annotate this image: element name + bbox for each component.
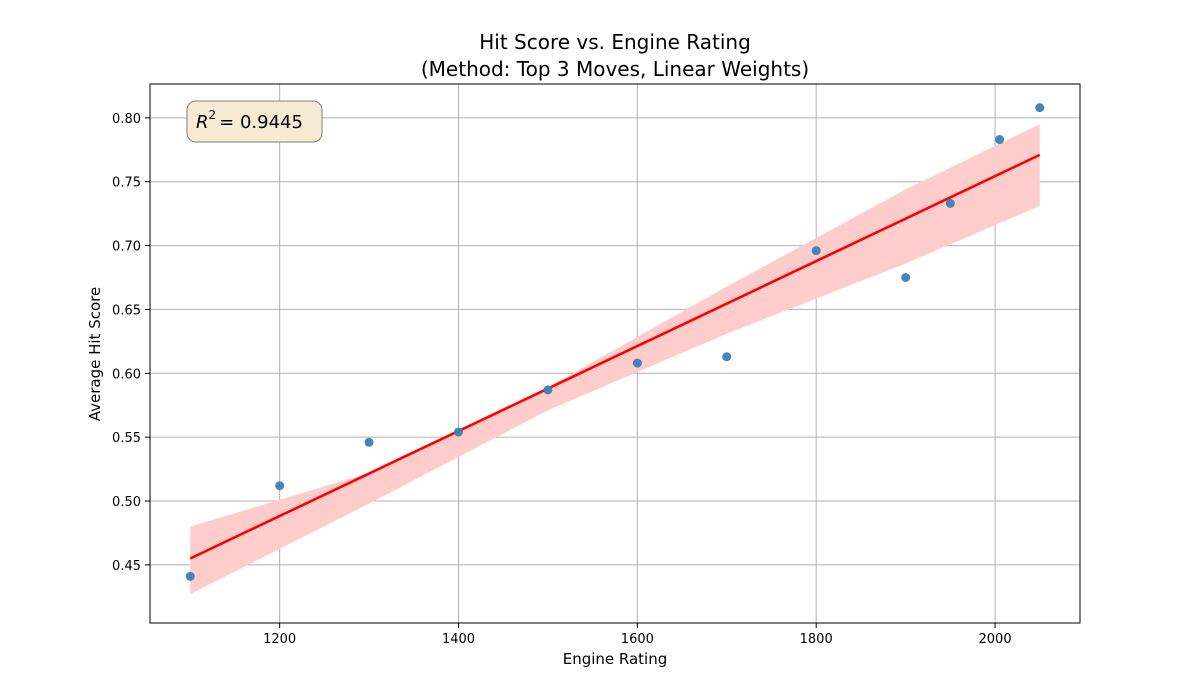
y-tick-label: 0.75 (112, 176, 141, 191)
x-tick-label: 1400 (442, 632, 475, 647)
confidence-band-layer (190, 124, 1040, 595)
y-tick-label: 0.65 (112, 303, 141, 318)
data-point (364, 437, 374, 447)
data-point (454, 427, 464, 437)
y-tick-label: 0.45 (112, 559, 141, 574)
chart-title-line-1: Hit Score vs. Engine Rating (479, 30, 751, 54)
confidence-band (190, 124, 1040, 595)
data-point (901, 273, 911, 283)
y-tick-label: 0.70 (112, 240, 141, 255)
x-tick-label: 2000 (979, 632, 1012, 647)
chart-title-line-2: (Method: Top 3 Moves, Linear Weights) (421, 57, 809, 81)
data-point (1035, 103, 1045, 113)
data-point (632, 358, 642, 368)
data-point (811, 246, 821, 256)
r-squared-value: = 0.9445 (219, 112, 303, 133)
r-squared-symbol: R (196, 112, 209, 133)
data-point (722, 352, 732, 362)
x-tick-label: 1600 (621, 632, 654, 647)
axis-ticks: 1200 1400 1600 1800 2000 0.45 0.50 0.55 0.60 0.65… (112, 112, 1012, 647)
r-squared-superscript: 2 (209, 108, 217, 122)
scatter-points (185, 103, 1045, 581)
y-tick-label: 0.50 (112, 495, 141, 510)
regression-line (189, 153, 1041, 560)
r-squared-text: R2 = 0.9445 (196, 108, 303, 133)
x-tick-label: 1200 (263, 632, 296, 647)
r-squared-box (186, 100, 323, 143)
data-point (945, 198, 955, 208)
fit-line-layer (189, 153, 1041, 560)
x-tick-label: 1800 (800, 632, 833, 647)
plot-area-frame (149, 83, 1081, 624)
y-axis-label: Average Hit Score (86, 287, 104, 421)
data-point (543, 385, 553, 395)
data-point (995, 135, 1005, 145)
y-tick-label: 0.60 (112, 367, 141, 382)
r-squared-annotation: R2 = 0.9445 (186, 100, 323, 143)
data-point (275, 481, 285, 491)
x-axis-label: Engine Rating (563, 650, 668, 668)
y-tick-label: 0.80 (112, 112, 141, 127)
data-point (185, 571, 195, 581)
y-tick-label: 0.55 (112, 431, 141, 446)
